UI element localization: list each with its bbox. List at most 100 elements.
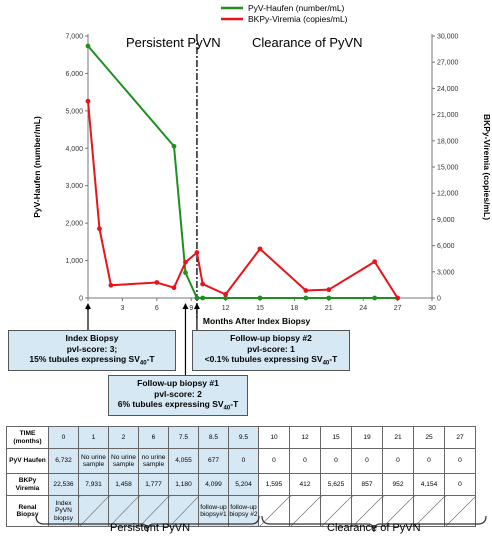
x-tick-label: 15 xyxy=(256,305,264,312)
y-right-tick-label: 12,000 xyxy=(437,191,459,198)
y-left-tick-label: 2,000 xyxy=(65,221,83,228)
data-point xyxy=(154,280,160,285)
data-point xyxy=(183,270,188,276)
legend-entry-1: BKPy-Viremia (copies/mL) xyxy=(248,14,348,24)
table-cell: No urine sample xyxy=(78,448,109,474)
table-cell: 0 xyxy=(382,448,414,474)
data-point xyxy=(200,281,206,287)
table-cell xyxy=(108,495,139,527)
data-point xyxy=(395,295,400,301)
brace-group xyxy=(35,515,487,533)
table-cell: 952 xyxy=(382,473,414,496)
data-point xyxy=(108,282,114,288)
table-cell: 2 xyxy=(108,426,139,449)
table-cell xyxy=(78,495,109,527)
x-tick-label: 6 xyxy=(155,305,159,312)
callout-f2-title: Follow-up biopsy #2 xyxy=(230,333,312,343)
data-point xyxy=(303,295,309,301)
callout-f1-title: Follow-up biopsy #1 xyxy=(137,378,219,388)
y-left-tick-label: 5,000 xyxy=(65,108,83,115)
data-point xyxy=(200,295,206,301)
table-cell: follow-up biopsy#1 xyxy=(198,495,229,527)
table-row-biopsy: Renal Biopsy Index PyVN biopsy follow-up b… xyxy=(6,495,476,527)
x-tick-label: 21 xyxy=(325,305,333,312)
y-right-tick-label: 3,000 xyxy=(437,269,455,276)
y-right-tick-label: 9,000 xyxy=(437,217,455,224)
callout-f2-score: pvl-score: 1 xyxy=(247,343,295,354)
data-point xyxy=(303,288,309,293)
series-1 xyxy=(85,98,400,301)
y-left-tick-label: 3,000 xyxy=(65,183,83,190)
table-cell: 1,777 xyxy=(138,473,169,496)
table-cell: 1,458 xyxy=(108,473,139,496)
callout-f1-score: pvl-score: 2 xyxy=(154,388,202,399)
y-left-tick-label: 4,000 xyxy=(65,146,83,153)
data-point xyxy=(372,295,378,301)
x-axis-label: Months After Index Biopsy xyxy=(203,316,311,326)
y-right-tick-label: 30,000 xyxy=(437,34,459,41)
y-right-tick-label: 18,000 xyxy=(437,138,459,145)
x-tick-label: 12 xyxy=(222,305,230,312)
y-axis-left: 0 1,000 2,000 3,000 4,000 5,000 6,000 7,000 PyV-… xyxy=(32,34,89,303)
callout-f1-expr: 6% tubules expressing SV40-T xyxy=(117,399,239,412)
table-cell: 0 xyxy=(289,448,321,474)
data-point xyxy=(257,295,263,301)
data-point xyxy=(85,43,91,49)
y-right-tick-label: 27,000 xyxy=(437,60,459,67)
y-right-tick-label: 21,000 xyxy=(437,112,459,119)
data-point xyxy=(223,292,229,297)
table-cell: 5,204 xyxy=(228,473,259,496)
table-cell: 1,595 xyxy=(258,473,290,496)
table-cell: 6,732 xyxy=(48,448,79,474)
table-cell xyxy=(413,495,445,527)
y-left-tick-label: 7,000 xyxy=(65,34,83,41)
callout-index-score: pvl-score: 3; xyxy=(66,343,118,354)
table-cell: 1 xyxy=(78,426,109,449)
data-point xyxy=(97,226,102,232)
data-point xyxy=(194,295,200,301)
series-line-1 xyxy=(87,101,399,299)
table-cell: 12 xyxy=(289,426,321,449)
table-header-row: TIME (months) 0 1 2 6 7.5 8.5 9.5 10 12 15 19 21 25 27 xyxy=(6,426,476,449)
table-cell xyxy=(351,495,383,527)
data-point xyxy=(85,98,91,104)
table-cell: no urine sample xyxy=(138,448,169,474)
brace xyxy=(261,515,487,533)
callout-followup-2: Follow-up biopsy #2 pvl-score: 1 <0.1% t… xyxy=(192,330,350,372)
table-row-viremia: BKPy Viremia 22,536 7,931 1,458 1,777 1,180 4,… xyxy=(6,473,476,496)
table-cell: 7.5 xyxy=(168,426,199,449)
table-cell: 15 xyxy=(320,426,352,449)
y-right-tick-label: 15,000 xyxy=(437,165,459,172)
callout-index-expr: 15% tubules expressing SV40-T xyxy=(29,354,155,367)
data-point xyxy=(326,287,332,293)
y-left-axis-label: PyV-Haufen (number/mL) xyxy=(32,116,42,218)
x-tick-label: 9 xyxy=(189,305,193,312)
table-row-header: BKPy Viremia xyxy=(6,473,49,496)
table-cell: 25 xyxy=(413,426,445,449)
callout-followup-1: Follow-up biopsy #1 pvl-score: 2 6% tubu… xyxy=(108,375,248,417)
x-tick-label: 18 xyxy=(291,305,299,312)
table-row-header: Renal Biopsy xyxy=(6,495,49,527)
y-right-tick-label: 0 xyxy=(437,296,441,303)
table-cell: 0 xyxy=(444,448,476,474)
table-cell: 19 xyxy=(351,426,383,449)
callout-f2-expr: <0.1% tubules expressing SV40-T xyxy=(204,354,338,367)
x-axis: 036912151821242730Months After Index Bio… xyxy=(86,297,436,326)
chart: PyV-Haufen (number/mL)BKPy-Viremia (copi… xyxy=(32,3,492,375)
y-right-axis-label: BKPy-Viremia (copies/mL) xyxy=(482,114,492,220)
data-point xyxy=(223,295,229,301)
table-cell: 412 xyxy=(289,473,321,496)
data-point xyxy=(183,259,188,265)
table-cell: 4,099 xyxy=(198,473,229,496)
brace-label-clearance: Clearance of PyVN xyxy=(327,522,421,534)
legend-entry-0: PyV-Haufen (number/mL) xyxy=(248,3,345,13)
table-cell: 22,536 xyxy=(48,473,79,496)
legend: PyV-Haufen (number/mL)BKPy-Viremia (copi… xyxy=(221,3,348,24)
table-cell xyxy=(289,495,321,527)
table-cell: 27 xyxy=(444,426,476,449)
data-point xyxy=(194,250,200,255)
table-cell: 0 xyxy=(444,473,476,496)
table-cell: 9.5 xyxy=(228,426,259,449)
data-point xyxy=(171,285,177,291)
table-cell: 677 xyxy=(198,448,229,474)
